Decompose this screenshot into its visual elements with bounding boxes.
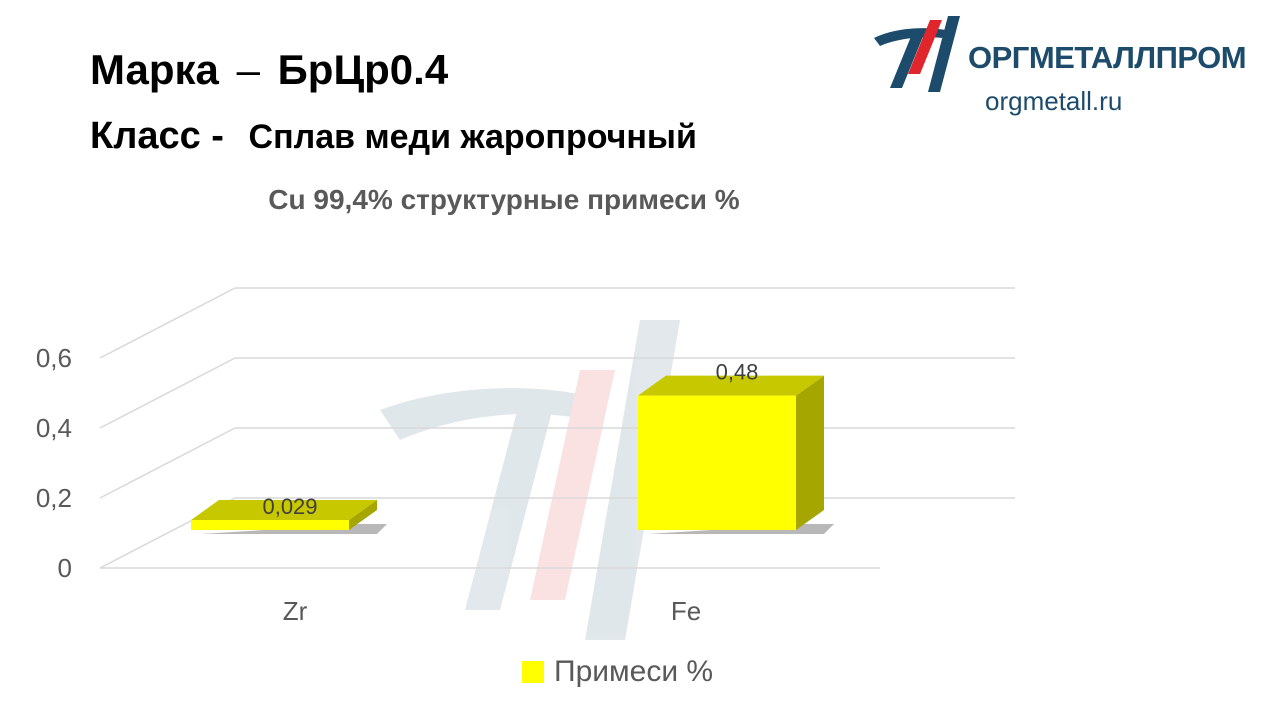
y-tick-label: 0: [58, 553, 72, 583]
class-heading: Класс - Сплав меди жаропрочный: [90, 115, 697, 158]
logo-stroke-red: [908, 20, 942, 74]
grade-heading: Марка – БрЦр0.4: [90, 46, 448, 94]
legend-label: Примеси %: [554, 655, 714, 688]
grade-value: БрЦр0.4: [277, 46, 449, 93]
bar-front: [638, 395, 796, 530]
legend-swatch: [522, 661, 544, 683]
x-axis-categories: Zr Fe: [283, 596, 701, 626]
bar-Zr: 0,029: [191, 494, 387, 534]
grade-label: Марка: [90, 46, 219, 93]
bar-side: [349, 500, 377, 530]
logo-brand: ОРГМЕТАЛЛПРОМ: [968, 40, 1247, 75]
data-label: 0,029: [262, 494, 317, 519]
bar-top: [191, 500, 377, 520]
gridline-side: [99, 357, 236, 429]
y-tick-label: 0,6: [36, 343, 72, 373]
y-tick-label: 0,2: [36, 483, 72, 513]
bar-side: [796, 375, 824, 530]
logo-url: orgmetall.ru: [985, 86, 1123, 116]
y-tick-label: 0,4: [36, 413, 72, 443]
x-category-label: Fe: [671, 596, 701, 626]
class-label: Класс -: [90, 115, 224, 157]
bars: 0,029 0,48: [191, 360, 834, 534]
bar-Fe: 0,48: [638, 360, 834, 534]
chart-title: Cu 99,4% структурные примеси %: [268, 184, 740, 215]
watermark: [380, 320, 680, 640]
y-axis-ticks: 0 0,2 0,4 0,6: [36, 343, 72, 583]
x-category-label: Zr: [283, 596, 308, 626]
data-label: 0,48: [716, 360, 759, 385]
gridlines: [99, 287, 1015, 569]
bar-front: [191, 520, 349, 530]
bar-top: [638, 375, 824, 396]
logo-stroke-dark-2: [928, 16, 960, 92]
class-value: Сплав меди жаропрочный: [248, 118, 697, 156]
logo-stroke-dark: [890, 34, 924, 88]
legend: Примеси %: [522, 655, 713, 689]
gridline-side: [99, 427, 236, 499]
gridline-side: [99, 287, 236, 359]
logo-mark: [874, 16, 960, 92]
grade-dash: –: [236, 46, 260, 93]
